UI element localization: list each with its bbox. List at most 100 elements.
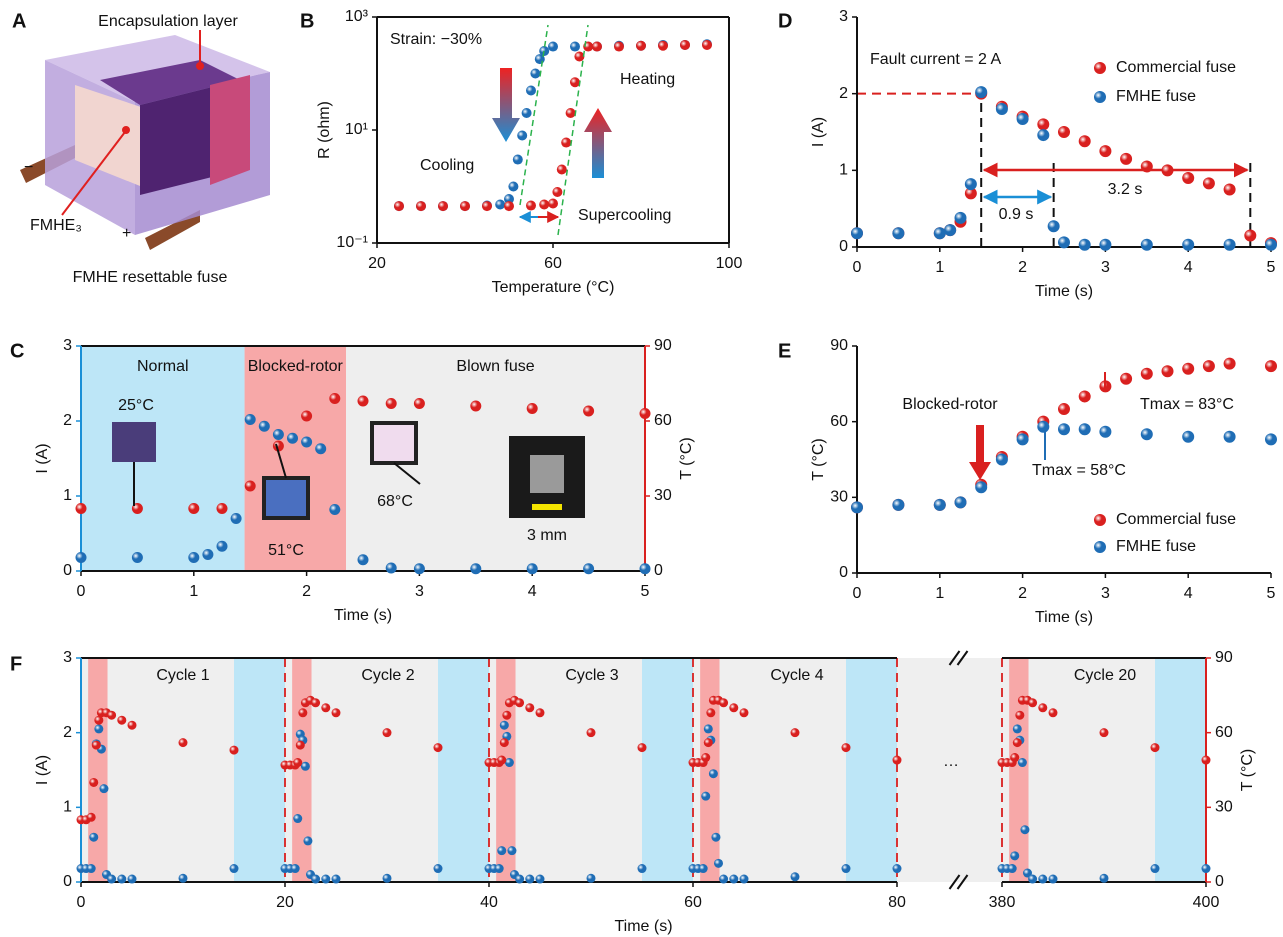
y2-tick-label: 0 — [654, 562, 663, 579]
data-point — [1244, 230, 1256, 242]
x-tick-label: 2 — [1018, 585, 1027, 602]
y-tick-label: 3 — [63, 337, 72, 354]
data-point — [513, 155, 523, 165]
data-point — [434, 864, 443, 873]
data-point — [358, 396, 369, 407]
data-point — [525, 875, 534, 884]
data-point — [107, 875, 116, 884]
data-point — [1058, 236, 1070, 248]
y-tick-label: 90 — [830, 337, 848, 354]
data-point — [975, 86, 987, 98]
annotation: Cycle 20 — [1074, 667, 1136, 684]
region — [292, 658, 311, 882]
panel-letter: D — [778, 10, 792, 32]
data-point — [1141, 368, 1153, 380]
data-point — [117, 875, 126, 884]
data-point — [128, 721, 137, 730]
legend-marker — [1094, 62, 1106, 74]
region-label: Normal — [137, 358, 189, 375]
data-point — [92, 741, 101, 750]
data-point — [329, 504, 340, 515]
data-point — [76, 552, 87, 563]
x-tick-label: 2 — [1018, 259, 1027, 276]
data-point — [1265, 360, 1277, 372]
data-point — [179, 874, 188, 883]
data-point — [1017, 433, 1029, 445]
annotation: Cycle 1 — [156, 667, 209, 684]
data-point — [1151, 743, 1160, 752]
data-point — [99, 784, 108, 793]
data-point — [740, 708, 749, 717]
data-point — [301, 437, 312, 448]
data-point — [842, 864, 851, 873]
data-point — [1049, 708, 1058, 717]
x-axis-label: Temperature (°C) — [492, 279, 615, 296]
data-point — [548, 42, 558, 52]
data-point — [332, 708, 341, 717]
data-point — [188, 503, 199, 514]
data-point — [128, 875, 137, 884]
data-point — [1099, 426, 1111, 438]
data-point — [1079, 135, 1091, 147]
region — [438, 658, 489, 882]
data-point — [505, 758, 514, 767]
data-point — [729, 875, 738, 884]
x-axis-label: Time (s) — [1035, 283, 1093, 300]
x-tick-label: 1 — [189, 583, 198, 600]
data-point — [640, 563, 651, 574]
data-point — [301, 762, 310, 771]
data-point — [482, 201, 492, 211]
data-point — [638, 743, 647, 752]
x-tick-label: 3 — [1101, 585, 1110, 602]
data-point — [636, 41, 646, 51]
data-point — [1182, 431, 1194, 443]
data-point — [638, 864, 647, 873]
data-point — [1182, 363, 1194, 375]
data-point — [583, 563, 594, 574]
x-tick-label: 1 — [935, 259, 944, 276]
data-point — [287, 433, 298, 444]
legend-marker — [1094, 514, 1106, 526]
data-point — [525, 703, 534, 712]
x-axis-label: Time (s) — [614, 918, 672, 935]
data-point — [1028, 698, 1037, 707]
data-point — [470, 563, 481, 574]
data-point — [303, 836, 312, 845]
data-point — [592, 42, 602, 52]
data-point — [527, 403, 538, 414]
data-point — [495, 864, 504, 873]
data-point — [1202, 864, 1211, 873]
data-point — [552, 187, 562, 197]
event-arrow — [969, 425, 991, 480]
data-point — [701, 792, 710, 801]
data-point — [386, 563, 397, 574]
x-tick-label: 3 — [415, 583, 424, 600]
data-point — [1079, 390, 1091, 402]
data-point — [570, 77, 580, 87]
y-tick-label: 2 — [63, 724, 72, 741]
data-point — [526, 86, 536, 96]
data-point — [245, 414, 256, 425]
data-point — [515, 875, 524, 884]
data-point — [107, 711, 116, 720]
y2-tick-label: 90 — [1215, 649, 1233, 666]
data-point — [217, 541, 228, 552]
data-point — [893, 864, 902, 873]
y-axis-label: I (A) — [34, 755, 51, 785]
y2-axis-label: T (°C) — [678, 437, 695, 480]
x-tick-label: 20 — [368, 255, 386, 272]
data-point — [500, 721, 509, 730]
data-point — [497, 846, 506, 855]
data-point — [1058, 126, 1070, 138]
data-point — [996, 454, 1008, 466]
data-point — [975, 481, 987, 493]
y-tick-label: 2 — [63, 412, 72, 429]
data-point — [791, 872, 800, 881]
data-point — [1017, 113, 1029, 125]
data-point — [702, 40, 712, 50]
data-point — [561, 138, 571, 148]
data-point — [1049, 875, 1058, 884]
data-point — [892, 227, 904, 239]
data-point — [996, 103, 1008, 115]
region — [642, 658, 693, 882]
